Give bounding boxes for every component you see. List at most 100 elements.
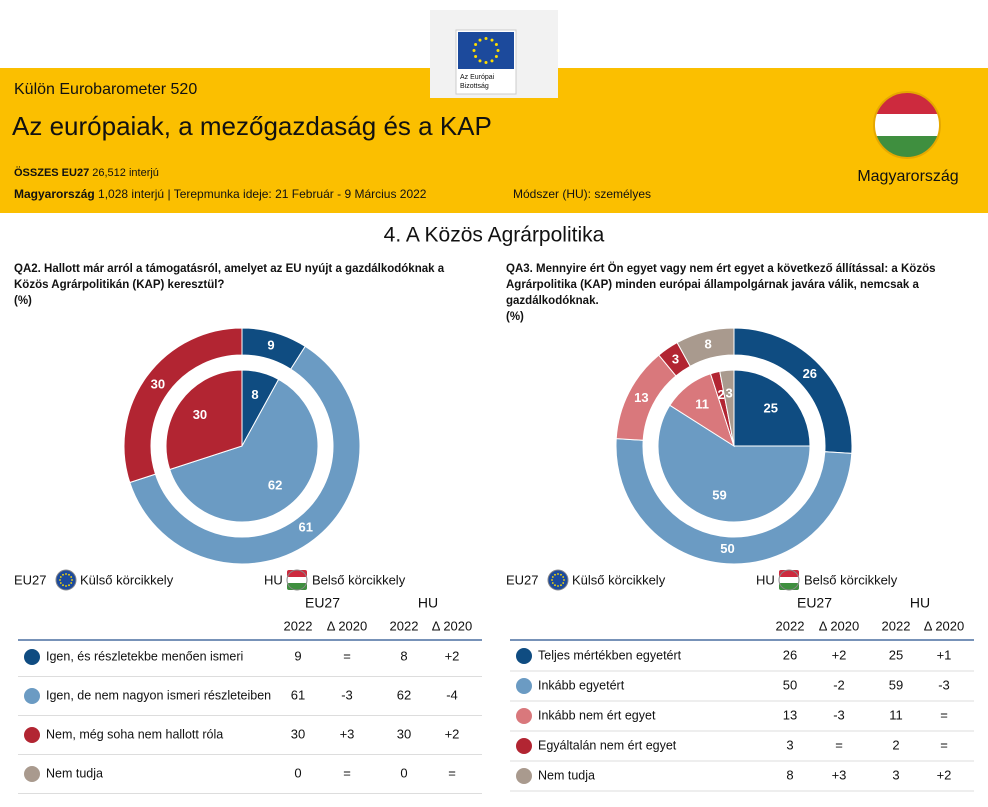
- flag-star: [494, 55, 498, 58]
- category-label: Nem tudja: [46, 766, 103, 780]
- table-header: Δ 2020: [924, 618, 965, 633]
- category-label: Teljes mértékben egyetért: [538, 648, 682, 662]
- donut-segment: [129, 345, 361, 565]
- table-delta: =: [343, 648, 351, 663]
- value-label: 62: [268, 478, 282, 493]
- eu-icon-star: [62, 573, 64, 576]
- eu-icon-star: [562, 576, 565, 578]
- flag-star: [484, 61, 488, 64]
- legend-ring: Külső körcikkely: [80, 572, 174, 587]
- table-value: 3: [786, 737, 793, 752]
- legend-series: EU27: [506, 572, 539, 587]
- table-value: 26: [783, 647, 797, 662]
- eu-icon-star: [551, 582, 554, 584]
- eu-icon-star: [68, 573, 70, 576]
- category-dot: [516, 648, 532, 664]
- category-dot: [516, 708, 532, 724]
- table-value: 8: [400, 648, 407, 663]
- country-interviews: 1,028 interjú: [98, 187, 164, 201]
- table-delta: =: [940, 737, 948, 752]
- eu-icon-star: [70, 582, 73, 584]
- table-delta: +2: [445, 726, 460, 741]
- donut-segment: [123, 327, 243, 484]
- legend-ring: Külső körcikkely: [572, 572, 666, 587]
- donut-segment: [657, 404, 811, 523]
- table-value: 30: [397, 726, 411, 741]
- table-value: 3: [892, 767, 899, 782]
- category-label: Egyáltalán nem ért egyet: [538, 738, 677, 752]
- category-label: Nem, még soha nem hallott róla: [46, 727, 223, 741]
- legend-ring: Belső körcikkely: [804, 572, 898, 587]
- table-header: HU: [418, 595, 438, 611]
- table-value: 8: [786, 767, 793, 782]
- table-value: 11: [889, 707, 903, 722]
- flag-star: [474, 55, 478, 58]
- table-value: 25: [889, 647, 903, 662]
- eu-icon-star: [554, 584, 556, 587]
- category-label: Nem tudja: [538, 768, 595, 782]
- table-value: 0: [294, 765, 301, 780]
- table-delta: +1: [937, 647, 952, 662]
- eu-icon-star: [59, 576, 62, 578]
- table-value: 9: [294, 648, 301, 663]
- value-label: 11: [695, 396, 709, 411]
- flag-star: [478, 38, 482, 42]
- eu-icon: [55, 569, 77, 591]
- table-value: 62: [397, 687, 411, 702]
- title: Az európaiak, a mezőgazdaság és a KAP: [12, 111, 492, 141]
- hu-flag-border: [873, 91, 941, 159]
- eu-label: ÖSSZES EU27: [14, 166, 89, 179]
- section-title: 4. A Közös Agrárpolitika: [384, 224, 605, 247]
- category-dot: [24, 766, 40, 782]
- value-label: 13: [634, 390, 648, 405]
- separator: |: [167, 187, 170, 201]
- table-header: 2022: [390, 618, 419, 633]
- table-delta: -4: [446, 687, 458, 702]
- table-delta: -3: [833, 707, 845, 722]
- fieldwork: Terepmunka ideje: 21 Február - 9 Március…: [174, 187, 427, 201]
- legend-series: HU: [264, 572, 283, 587]
- flag-star: [490, 38, 494, 42]
- legend-series: HU: [756, 572, 775, 587]
- eu-icon-star: [59, 579, 61, 581]
- question: Agrárpolitika (KAP) minden európai állam…: [506, 279, 919, 291]
- value-label: 61: [299, 520, 313, 535]
- question: Közös Agrárpolitikán (KAP) keresztül?: [14, 279, 224, 291]
- hu-icon-border: [778, 569, 800, 591]
- category-dot: [516, 768, 532, 784]
- table-delta: =: [835, 737, 843, 752]
- value-label: 59: [712, 487, 726, 502]
- eu-icon-star: [62, 584, 64, 587]
- category-dot: [516, 738, 532, 754]
- eu-icon-star: [70, 576, 73, 578]
- eu-icon-star: [560, 573, 562, 576]
- table-delta: +2: [445, 648, 460, 663]
- table-delta: -3: [341, 687, 353, 702]
- table-header: EU27: [797, 595, 832, 611]
- table-value: 50: [783, 677, 797, 692]
- method: Módszer (HU): személyes: [513, 187, 651, 201]
- donut-segment: [615, 438, 853, 565]
- value-label: 3: [672, 351, 679, 366]
- logo-text: Az Európai: [460, 74, 495, 81]
- table-delta: +2: [937, 767, 952, 782]
- table-header: Δ 2020: [819, 618, 860, 633]
- value-label: 3: [725, 386, 732, 401]
- hu-flag: [874, 92, 940, 158]
- value-label: 8: [251, 387, 258, 402]
- eu-icon: [547, 569, 569, 591]
- table-delta: +2: [832, 647, 847, 662]
- hu-icon-border: [286, 569, 308, 591]
- legend-ring: Belső körcikkely: [312, 572, 406, 587]
- eu-interviews: 26,512 interjú: [92, 167, 159, 179]
- category-label: Igen, és részletekbe menően ismeri: [46, 649, 243, 663]
- flag-star: [478, 59, 482, 63]
- value-label: 9: [267, 338, 274, 353]
- question: QA2. Hallott már arról a támogatásról, a…: [14, 263, 445, 275]
- eu-icon-star: [68, 584, 70, 587]
- flag-star: [484, 37, 488, 40]
- flag-star: [490, 59, 494, 63]
- donut-segment: [169, 378, 319, 523]
- value-label: 2: [717, 387, 724, 402]
